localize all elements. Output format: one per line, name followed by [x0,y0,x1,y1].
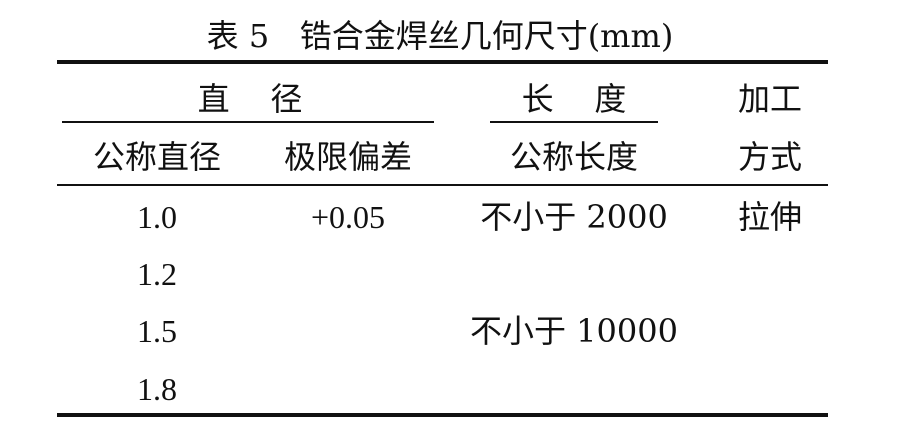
cell-diameter: 1.5 [137,313,177,349]
cell-length: 不小于 2000 [480,198,668,236]
cell-diameter: 1.0 [137,199,177,235]
table-title: 表 5 锆合金焊丝几何尺寸(mm) [206,17,674,55]
cell-diameter: 1.2 [137,256,177,292]
diameter-group-rule [62,121,434,123]
header-nominal-length: 公称长度 [509,138,639,176]
header-process-line2: 方式 [737,138,803,176]
header-diameter-group: 直 径 [197,80,303,118]
cell-process: 拉伸 [737,198,803,236]
bottom-rule [57,413,828,417]
top-rule [57,60,828,64]
header-length-group: 长 度 [521,80,627,118]
header-nominal-diameter: 公称直径 [92,138,222,176]
header-process-line1: 加工 [737,80,803,118]
header-rule [57,184,828,186]
cell-length: 不小于 10000 [470,312,678,350]
cell-tolerance: +0.05 [310,199,386,235]
length-group-rule [490,121,658,123]
header-tolerance: 极限偏差 [283,138,413,176]
cell-diameter: 1.8 [137,371,177,407]
